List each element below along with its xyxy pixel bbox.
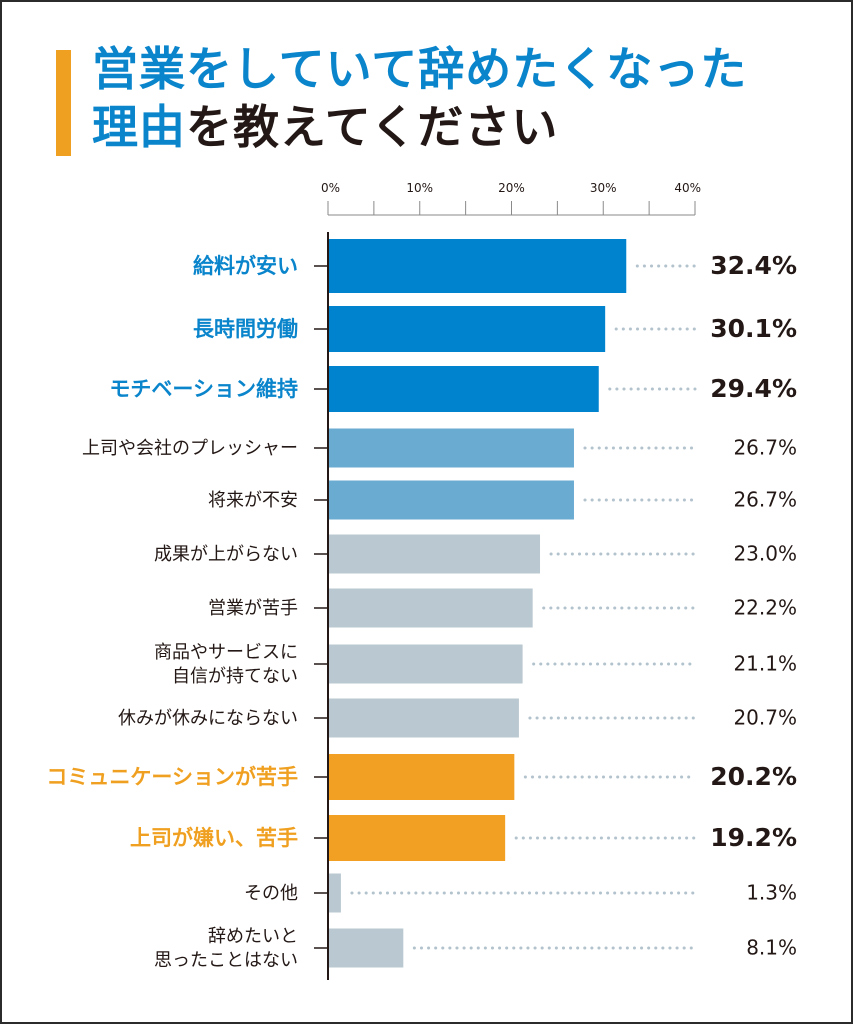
title-line-2-dark: を教えてください (186, 100, 559, 154)
bar (329, 588, 533, 628)
bar (329, 480, 574, 520)
x-tick-label: 40% (674, 181, 701, 195)
chart-title: 営業をしていて辞めたくなった 理由を教えてください (92, 40, 747, 156)
value-label: 32.4% (710, 251, 797, 280)
value-label: 23.0% (733, 542, 797, 566)
bar (329, 754, 515, 800)
category-label: 辞めたいと (208, 926, 298, 947)
value-label: 21.1% (733, 652, 797, 676)
value-label: 26.7% (733, 488, 797, 512)
category-label: 長時間労働 (193, 317, 298, 341)
x-tick-label: 20% (498, 181, 525, 195)
x-tick-label: 10% (406, 181, 433, 195)
category-label: 将来が不安 (208, 490, 298, 511)
category-label: 自信が持てない (172, 666, 298, 687)
category-label: コミュニケーションが苦手 (46, 765, 298, 789)
category-label: モチベーション維持 (109, 377, 298, 401)
value-label: 20.7% (733, 706, 797, 730)
bar (329, 873, 341, 913)
title-line-2-blue: 理由 (92, 100, 186, 154)
value-label: 26.7% (733, 436, 797, 460)
category-label: 給料が安い (193, 254, 298, 278)
bar (329, 366, 599, 412)
category-label: 成果が上がらない (154, 544, 298, 565)
bar (329, 428, 574, 468)
category-label: その他 (244, 883, 298, 904)
category-label: 休みが休みにならない (118, 708, 298, 729)
category-label: 営業が苦手 (208, 598, 298, 619)
x-tick-label: 30% (590, 181, 617, 195)
title-line-1: 営業をしていて辞めたくなった (92, 42, 748, 96)
category-label: 商品やサービスに (154, 642, 298, 663)
value-label: 30.1% (710, 314, 797, 343)
bar (329, 928, 404, 968)
category-label: 思ったことはない (154, 950, 298, 971)
category-label: 上司が嫌い、苦手 (130, 826, 298, 850)
bar (329, 698, 519, 738)
bar (329, 815, 506, 861)
value-label: 1.3% (746, 881, 797, 905)
bar (329, 306, 606, 352)
value-label: 19.2% (710, 823, 797, 852)
category-label: 上司や会社のプレッシャー (82, 438, 298, 459)
value-label: 22.2% (733, 596, 797, 620)
value-label: 29.4% (710, 374, 797, 403)
x-tick-label: 0% (321, 181, 340, 195)
value-label: 20.2% (710, 762, 797, 791)
bar (329, 644, 523, 684)
value-label: 8.1% (746, 936, 797, 960)
bar (329, 239, 627, 293)
title-accent-bar (56, 50, 71, 156)
bar (329, 534, 541, 574)
